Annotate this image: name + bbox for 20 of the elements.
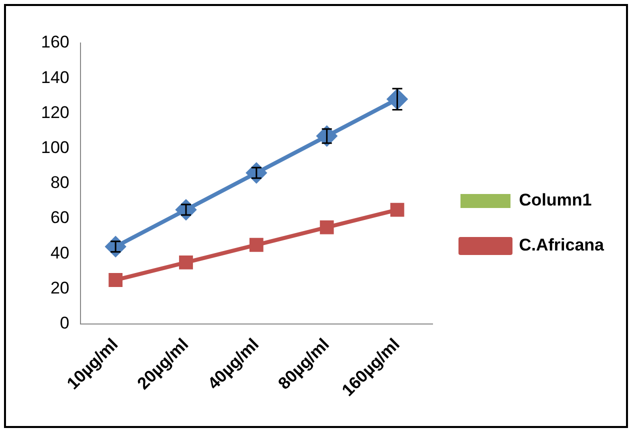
y-tick-label: 40 [50,243,70,262]
point [106,236,126,257]
point [249,238,264,252]
point [179,255,193,270]
point [176,200,196,220]
point [246,162,266,183]
point [320,220,334,234]
legend-label: C.Africana [518,236,605,255]
point [390,202,404,217]
y-tick-label: 120 [40,102,70,122]
legend-label: Column1 [518,190,592,210]
y-tick-label: 0 [60,314,70,333]
y-tick-label: 60 [50,208,70,228]
y-tick-label: 100 [40,138,70,158]
y-tick-label: 20 [50,278,70,298]
y-tick-label: 140 [40,68,70,87]
y-tick-label: 160 [40,32,70,52]
y-tick-label: 80 [50,173,70,192]
point [316,126,337,146]
point [108,273,123,287]
